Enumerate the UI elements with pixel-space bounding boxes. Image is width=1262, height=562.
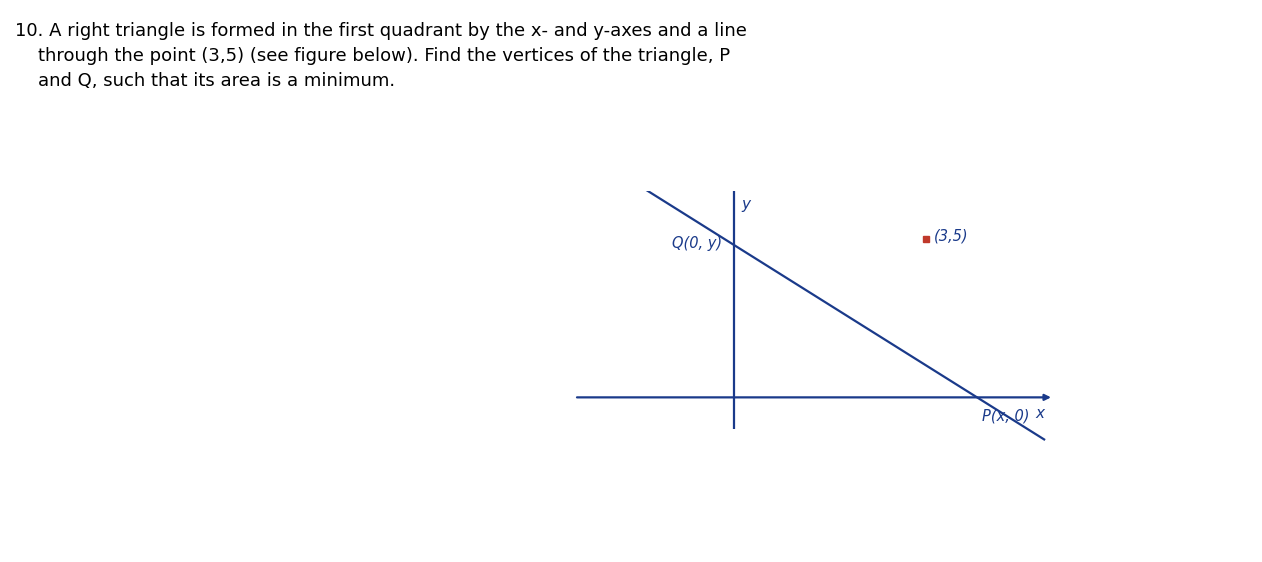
Text: (3,5): (3,5)	[934, 229, 968, 244]
Text: P(x, 0): P(x, 0)	[982, 409, 1030, 424]
Text: 10. A right triangle is formed in the first quadrant by the x- and y-axes and a : 10. A right triangle is formed in the fi…	[15, 22, 747, 90]
Text: Q(0, y): Q(0, y)	[673, 236, 723, 251]
Text: y: y	[742, 197, 751, 212]
Text: x: x	[1035, 406, 1044, 422]
